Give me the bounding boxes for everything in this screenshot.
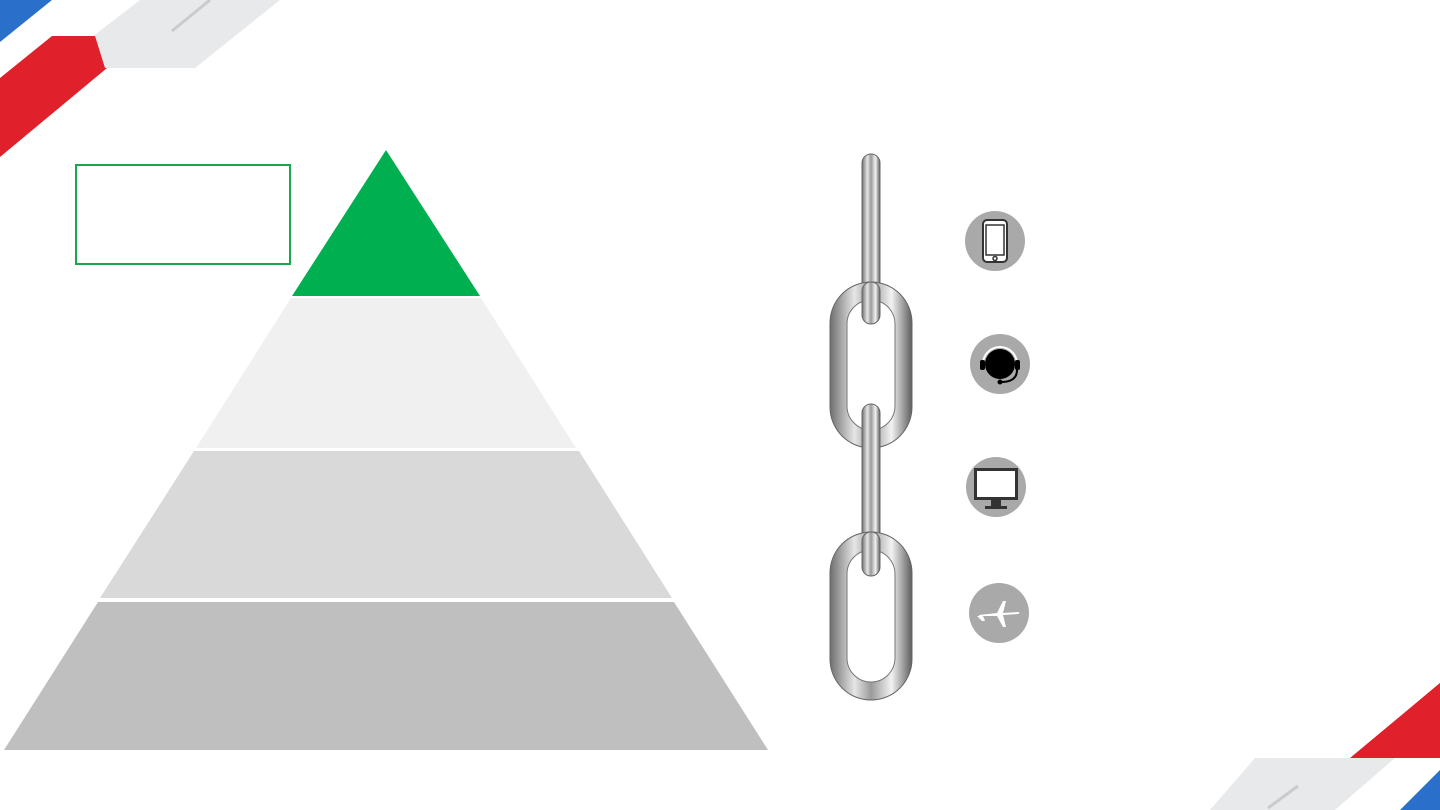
top-left-blue-stripe	[0, 0, 52, 42]
chain-link-lower	[829, 531, 913, 701]
airplane-icon	[969, 583, 1029, 643]
top-left-gray-line	[171, 0, 211, 33]
monitor-icon	[966, 457, 1026, 517]
pyramid-tier-2	[100, 451, 672, 598]
pyramid-apex	[292, 150, 480, 296]
pyramid-tier-1	[196, 298, 576, 448]
top-left-red-stripe-lower	[0, 68, 107, 157]
headset-icon	[970, 334, 1030, 394]
bottom-right-red-stripe-body	[1352, 683, 1440, 757]
chain-link-upper	[829, 281, 913, 449]
callout-box	[75, 164, 291, 265]
smartphone-icon	[965, 211, 1025, 271]
top-left-gray-band	[52, 0, 280, 68]
bottom-right-gray-band	[1210, 758, 1395, 810]
bottom-right-blue-stripe	[1400, 770, 1440, 810]
bottom-right-gray-line	[1267, 784, 1299, 810]
pyramid-tier-3	[4, 602, 768, 750]
